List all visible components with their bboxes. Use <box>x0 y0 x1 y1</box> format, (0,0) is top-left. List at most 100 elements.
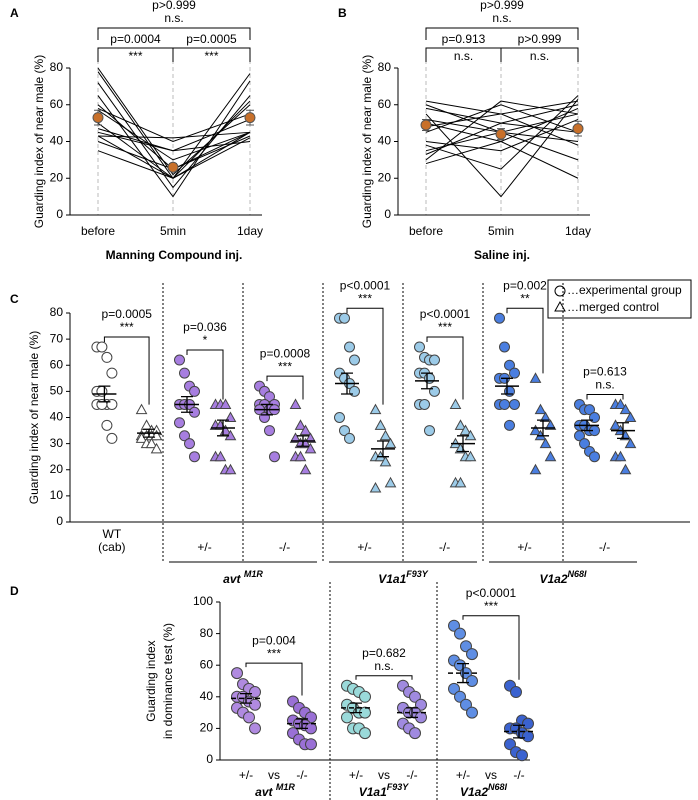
control-point <box>619 463 632 475</box>
x-tick-label: before <box>81 224 115 238</box>
experimental-point <box>429 385 440 397</box>
p-value: p>0.999 <box>152 0 196 12</box>
experimental-point <box>460 698 472 711</box>
experimental-point <box>522 717 534 730</box>
control-point <box>539 437 552 449</box>
bracket <box>97 27 251 40</box>
control-point <box>294 450 307 462</box>
legend-symbol <box>554 300 566 312</box>
sem-bar <box>377 440 389 458</box>
control-point <box>289 432 302 443</box>
experimental-point <box>494 312 505 324</box>
control-point <box>224 411 237 422</box>
y-axis-label: Guarding index of near male (%) <box>360 55 374 228</box>
gene-label: avt M1R <box>255 782 295 799</box>
y-tick-label: 70 <box>50 331 64 345</box>
experimental-point <box>174 417 185 429</box>
control-point <box>464 450 477 462</box>
experimental-point <box>589 451 600 463</box>
p-value: p>0.999 <box>518 32 562 46</box>
bracket <box>103 336 150 405</box>
experimental-point <box>189 385 200 397</box>
panel-label: C <box>10 292 19 306</box>
y-tick-label: 40 <box>50 410 64 424</box>
individual-line <box>97 109 251 161</box>
experimental-point <box>466 648 478 661</box>
y-axis-label: in dominance test (%) <box>161 623 175 739</box>
experimental-point <box>359 690 371 703</box>
y-tick-label: 0 <box>56 514 63 528</box>
experimental-point <box>510 686 522 699</box>
x-tick-label: -/- <box>296 768 307 782</box>
sem-bar <box>181 395 193 413</box>
experimental-point <box>504 359 515 371</box>
panel-label: B <box>338 6 347 20</box>
bracket <box>172 47 251 62</box>
experimental-point <box>414 341 425 353</box>
experimental-point <box>264 425 275 437</box>
x-tick-label: +/- <box>517 540 531 554</box>
p-value: p=0.004 <box>252 633 296 647</box>
experimental-point <box>579 438 590 450</box>
p-value: p=0.0005 <box>186 32 237 46</box>
experimental-point <box>101 351 113 363</box>
significance: *** <box>278 359 292 373</box>
x-axis-label: Saline inj. <box>474 248 530 262</box>
control-point <box>150 442 163 454</box>
individual-line <box>97 67 251 176</box>
individual-line <box>425 107 579 165</box>
gene-name: avt <box>223 572 244 586</box>
experimental-point <box>448 682 460 695</box>
x-tick-label: WT <box>103 527 122 541</box>
sem-bar <box>296 718 308 730</box>
mean-point <box>572 123 584 135</box>
experimental-point <box>349 354 360 366</box>
gene-allele: N68I <box>488 782 508 792</box>
control-point <box>614 398 627 409</box>
y-tick-label: 80 <box>50 60 64 74</box>
control-point <box>449 398 462 409</box>
significance: ** <box>520 291 530 305</box>
control-point <box>454 419 467 430</box>
experimental-point <box>231 667 243 680</box>
x-tick-label: 5min <box>488 224 514 238</box>
experimental-point <box>509 367 520 379</box>
individual-line <box>425 104 579 133</box>
individual-line <box>425 95 579 170</box>
experimental-point <box>344 432 355 444</box>
sem-bar <box>501 377 513 395</box>
control-point <box>534 403 547 415</box>
experimental-point <box>460 640 472 653</box>
control-point <box>614 450 627 462</box>
p-value: p<0.0001 <box>340 278 391 292</box>
individual-line <box>97 137 251 179</box>
bracket <box>500 47 579 62</box>
control-point <box>544 419 557 430</box>
bracket <box>426 336 464 400</box>
control-point <box>529 463 542 475</box>
control-point <box>299 463 312 475</box>
sem-bar <box>240 692 252 704</box>
x-tick-label: -/- <box>406 768 417 782</box>
individual-line <box>425 98 579 198</box>
control-point <box>619 403 632 415</box>
legend-box <box>547 279 692 319</box>
gene-label: avt M1R <box>223 569 263 586</box>
experimental-point <box>106 367 118 379</box>
experimental-point <box>106 432 118 444</box>
experimental-point <box>179 367 190 379</box>
control-point <box>384 476 397 488</box>
sem-bar <box>617 422 629 440</box>
individual-line <box>97 131 251 139</box>
experimental-point <box>264 391 275 403</box>
control-point <box>609 419 622 430</box>
significance: n.s. <box>374 659 393 673</box>
y-tick-label: 0 <box>56 207 63 221</box>
individual-line <box>97 107 251 143</box>
y-tick-label: 0 <box>384 207 391 221</box>
experimental-point <box>589 412 600 423</box>
p-value: p=0.0005 <box>102 307 153 321</box>
gene-allele: M1R <box>276 782 296 792</box>
bracket <box>346 307 384 405</box>
control-point <box>294 419 307 430</box>
